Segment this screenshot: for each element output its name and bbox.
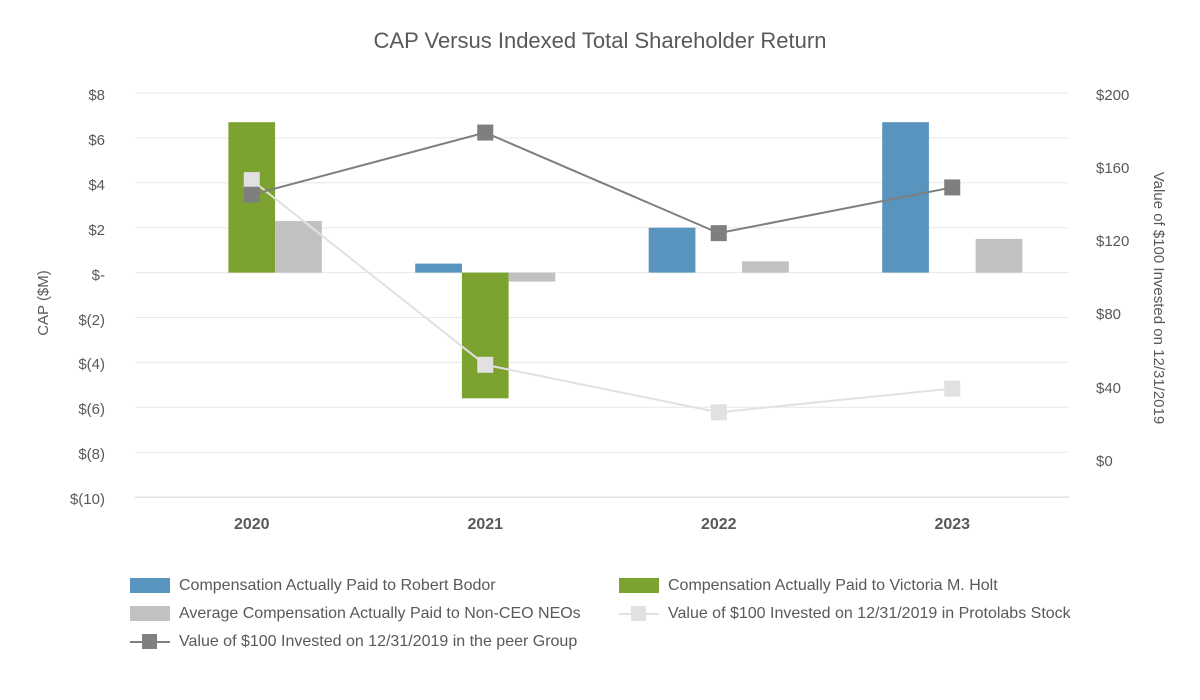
legend-item-victoria-holt: Compensation Actually Paid to Victoria M… (619, 576, 1071, 594)
left-axis-tick-$8: $8 (88, 87, 105, 104)
legend-item-protolabs-stock: Value of $100 Invested on 12/31/2019 in … (619, 604, 1071, 622)
marker-peer-group-2020 (243, 186, 260, 203)
line-swatch-peer-group (130, 634, 170, 649)
legend-item-robert-bodor: Compensation Actually Paid to Robert Bod… (130, 576, 581, 594)
marker-peer-group-2023 (944, 179, 961, 196)
legend-label: Value of $100 Invested on 12/31/2019 in … (668, 604, 1071, 622)
bar-non-ceo-neos-2023 (975, 238, 1023, 273)
bar-robert-bodor-2022 (648, 227, 696, 273)
bar-swatch-non-ceo-neos (130, 606, 170, 621)
right-axis-tick-$80: $80 (1096, 306, 1122, 324)
legend-label: Compensation Actually Paid to Victoria M… (668, 576, 998, 594)
bar-non-ceo-neos-2022 (742, 261, 789, 273)
right-axis-tick-$200: $200 (1096, 87, 1130, 104)
right-axis-tick-$0: $0 (1096, 452, 1113, 470)
marker-protolabs-stock-2020 (243, 172, 260, 189)
left-axis-tick-$6: $6 (88, 131, 105, 149)
marker-protolabs-stock-2023 (944, 380, 961, 397)
bar-swatch-robert-bodor (130, 578, 170, 593)
x-axis-label-2020: 2020 (233, 516, 270, 533)
line-swatch-protolabs-stock (619, 606, 659, 621)
left-axis-tick-$(2): $(2) (78, 311, 105, 329)
legend-column-left: Compensation Actually Paid to Robert Bod… (130, 576, 581, 650)
marker-peer-group-2022 (710, 225, 727, 242)
left-axis-tick-$(6): $(6) (78, 401, 105, 419)
bar-robert-bodor-2021 (415, 263, 462, 273)
right-axis-tick-$40: $40 (1096, 379, 1122, 397)
x-axis-label-2022: 2022 (700, 516, 737, 533)
left-axis-tick-$(8): $(8) (78, 446, 105, 464)
line-protolabs-stock (251, 179, 953, 414)
legend-item-peer-group: Value of $100 Invested on 12/31/2019 in … (130, 632, 581, 650)
left-axis-tick-$(4): $(4) (78, 356, 105, 374)
marker-peer-group-2021 (477, 124, 494, 141)
left-axis-tick-$2: $2 (88, 221, 105, 239)
legend-label: Average Compensation Actually Paid to No… (179, 604, 581, 622)
chart-title: CAP Versus Indexed Total Shareholder Ret… (373, 28, 827, 53)
line-peer-group (251, 131, 953, 235)
bar-swatch-victoria-holt (619, 578, 659, 593)
bar-victoria-holt-2021 (461, 272, 509, 399)
marker-protolabs-stock-2021 (477, 356, 494, 373)
left-axis-tick-$4: $4 (88, 176, 105, 194)
legend-item-non-ceo-neos: Average Compensation Actually Paid to No… (130, 604, 581, 622)
left-axis-tick-$-: $- (91, 266, 105, 284)
x-axis-label-2023: 2023 (934, 516, 971, 533)
right-axis-tick-$160: $160 (1096, 160, 1130, 178)
legend-column-right: Compensation Actually Paid to Victoria M… (619, 576, 1071, 622)
left-axis-tick-$(10): $(10) (69, 491, 105, 509)
line-swatch-marker (142, 634, 157, 649)
line-swatch-marker (631, 606, 646, 621)
legend-label: Compensation Actually Paid to Robert Bod… (179, 576, 496, 594)
right-axis-tick-$120: $120 (1096, 233, 1130, 251)
x-axis-label-2021: 2021 (467, 516, 504, 533)
legend-label: Value of $100 Invested on 12/31/2019 in … (179, 632, 578, 650)
marker-protolabs-stock-2022 (710, 404, 727, 421)
bar-non-ceo-neos-2021 (508, 272, 556, 282)
